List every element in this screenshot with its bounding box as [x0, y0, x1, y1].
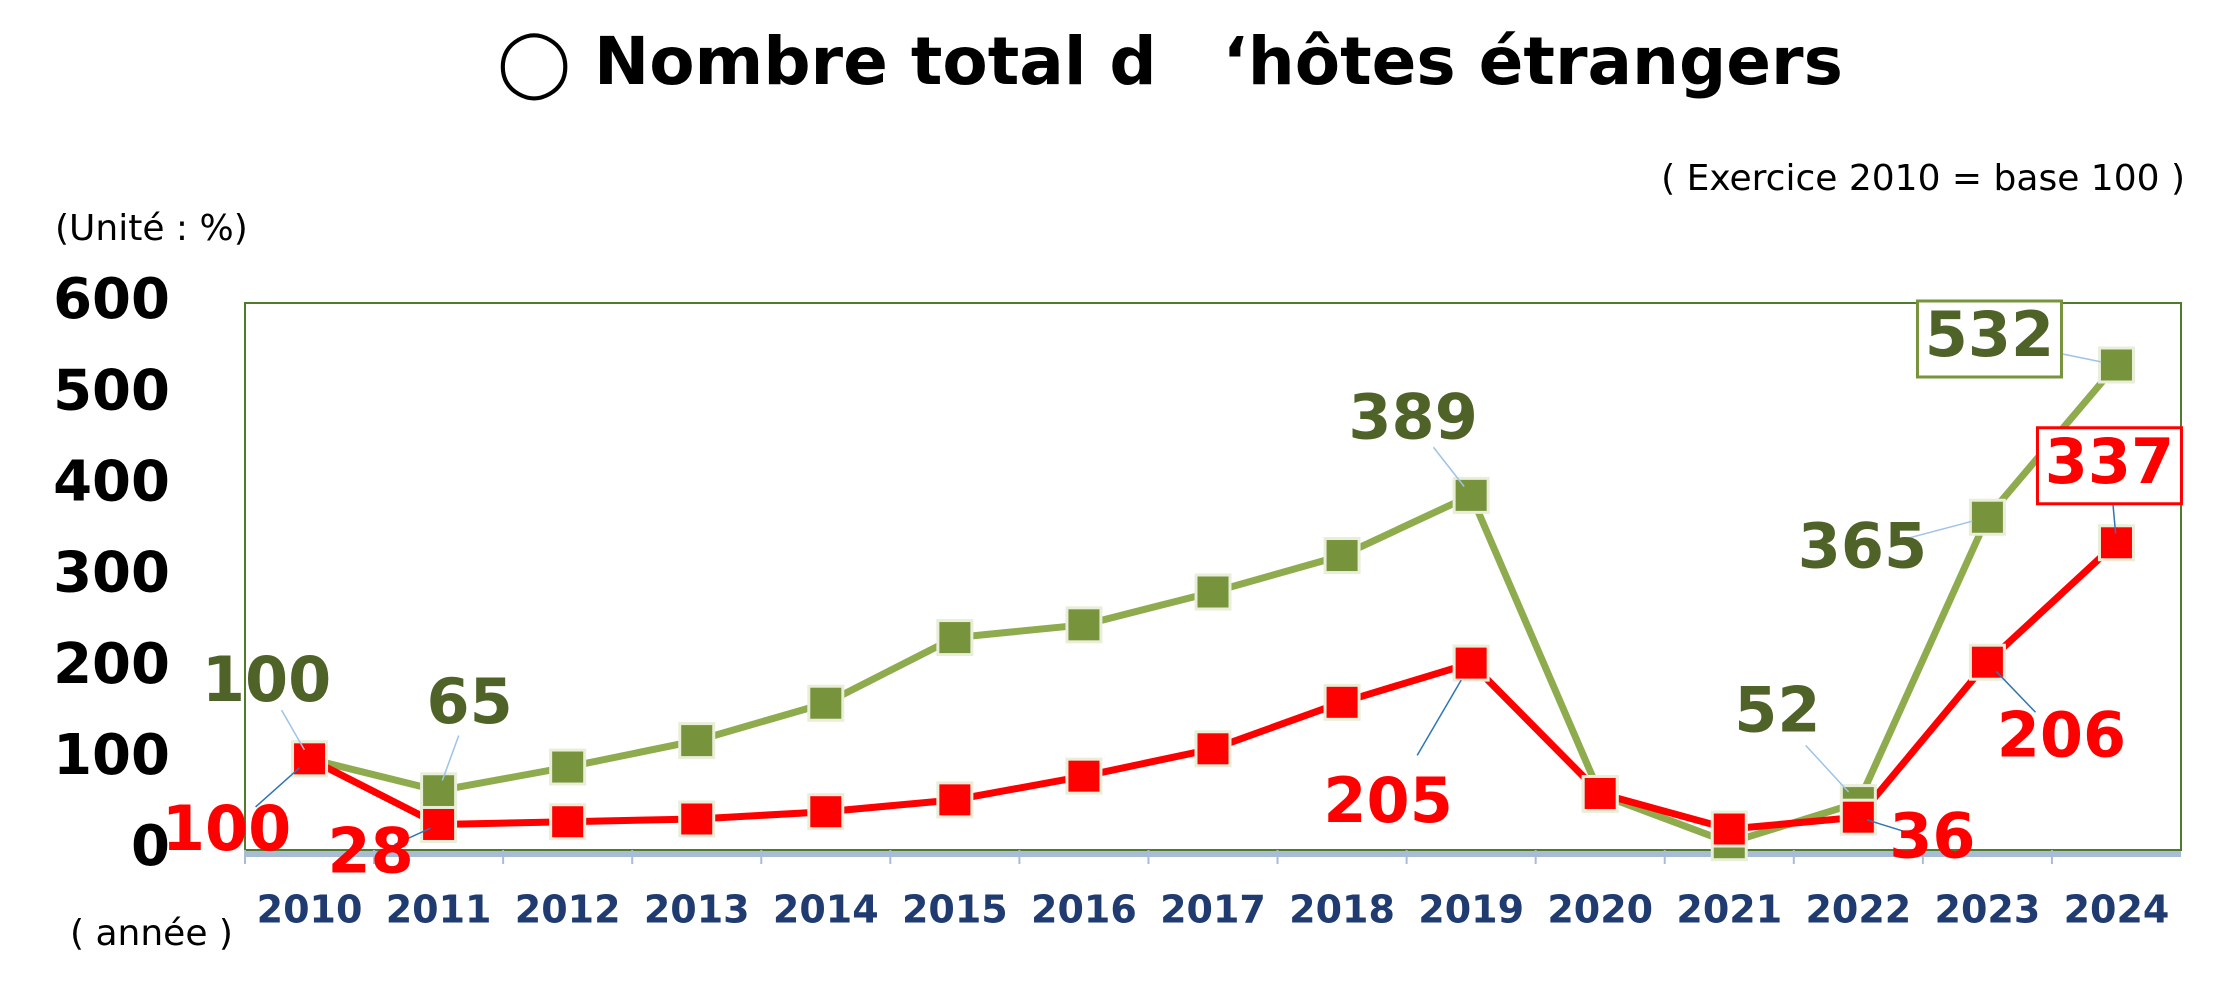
y-tick-label: 600 — [53, 267, 170, 332]
leader-line — [1995, 670, 2037, 713]
x-tick-label: 2017 — [1160, 888, 1266, 932]
x-tick-label: 2024 — [2064, 888, 2170, 932]
data-label: 52 — [1734, 674, 1820, 747]
y-axis-label: (Unité : %) — [55, 208, 248, 249]
marker — [936, 781, 974, 819]
data-label: 389 — [1348, 380, 1477, 453]
x-axis-label: ( année ) — [70, 913, 233, 954]
x-tick-label: 2018 — [1289, 888, 1395, 932]
y-tick-label: 100 — [53, 723, 170, 788]
leader-line — [441, 735, 460, 781]
leader-line — [1416, 679, 1462, 756]
marker — [807, 684, 845, 722]
marker — [1323, 537, 1361, 575]
x-tick-label: 2023 — [1935, 888, 2041, 932]
data-label: 365 — [1798, 509, 1927, 582]
chart-title: ◯ Nombre total d ‘hôtes étrangers — [497, 23, 1843, 101]
data-label: 100 — [162, 792, 291, 865]
marker — [1323, 683, 1361, 721]
marker — [678, 722, 716, 760]
label-box — [2035, 426, 2183, 506]
marker — [2097, 524, 2135, 562]
plot-frame — [244, 302, 2182, 851]
marker — [549, 803, 587, 841]
y-tick-label: 0 — [131, 814, 170, 879]
marker — [1194, 730, 1232, 768]
x-tick-label: 2015 — [902, 888, 1008, 932]
marker — [1452, 644, 1490, 682]
data-label: 65 — [426, 665, 512, 738]
leader-line — [1905, 520, 1973, 540]
y-tick-label: 400 — [53, 449, 170, 514]
marker — [1065, 606, 1103, 644]
marker — [420, 805, 458, 843]
marker — [549, 748, 587, 786]
marker — [936, 619, 974, 657]
marker — [1581, 774, 1619, 812]
leader-line — [1805, 744, 1850, 793]
y-tick-label: 200 — [53, 632, 170, 697]
x-tick-label: 2016 — [1031, 888, 1137, 932]
x-tick-label: 2010 — [257, 888, 363, 932]
x-tick-label: 2012 — [515, 888, 621, 932]
marker — [2097, 346, 2135, 384]
marker — [291, 740, 329, 778]
x-tick-label: 2022 — [1805, 888, 1911, 932]
x-tick-label: 2011 — [386, 888, 492, 932]
data-label: 28 — [327, 815, 413, 888]
marker — [1452, 476, 1490, 514]
x-tick-label: 2014 — [773, 888, 879, 932]
marker — [1839, 798, 1877, 836]
leader-line — [394, 827, 431, 846]
x-tick-label: 2021 — [1676, 888, 1782, 932]
marker — [1968, 498, 2006, 536]
x-tick-label: 2013 — [644, 888, 750, 932]
leader-line — [255, 767, 301, 808]
data-label: 337 — [2045, 425, 2174, 498]
marker — [1968, 643, 2006, 681]
chart-subtitle: ( Exercice 2010 = base 100 ) — [1661, 158, 2185, 199]
data-label: 532 — [1925, 298, 2054, 371]
marker — [807, 793, 845, 831]
data-label: 100 — [202, 643, 331, 716]
leader-line — [280, 709, 306, 751]
marker — [1710, 810, 1748, 848]
x-tick-label: 2019 — [1418, 888, 1524, 932]
data-label: 36 — [1889, 799, 1975, 872]
data-label: 205 — [1323, 764, 1452, 837]
y-tick-label: 300 — [53, 541, 170, 606]
leader-line — [1866, 819, 1907, 833]
marker — [1065, 757, 1103, 795]
marker — [678, 800, 716, 838]
label-box — [1915, 299, 2063, 379]
x-tick-label: 2020 — [1547, 888, 1653, 932]
data-label: 206 — [1997, 698, 2126, 771]
leader-line — [1432, 446, 1465, 487]
y-tick-label: 500 — [53, 358, 170, 423]
marker — [420, 772, 458, 810]
marker — [1194, 573, 1232, 611]
